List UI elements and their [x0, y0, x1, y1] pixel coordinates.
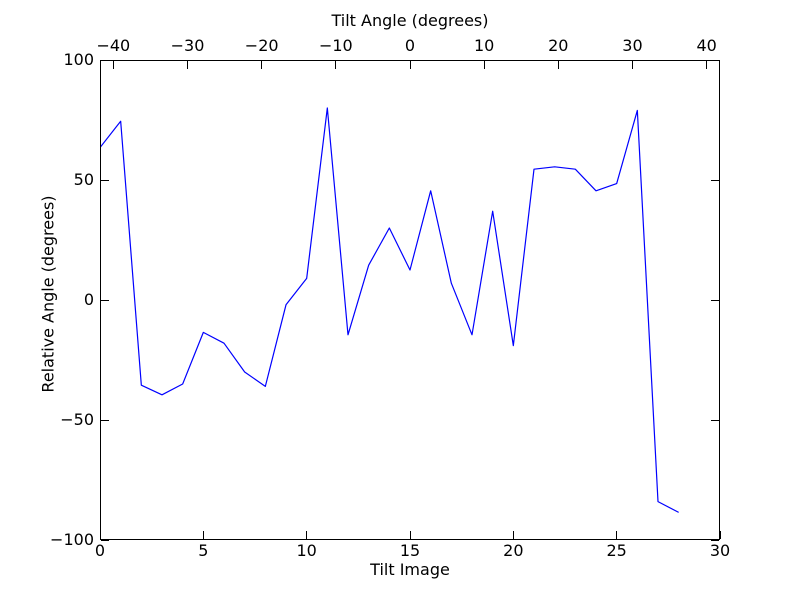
x-tick-label-top: −20	[244, 36, 279, 55]
x-tick-label-top: −30	[170, 36, 205, 55]
x-tick-top	[631, 61, 633, 69]
y-tick-label-left: 0	[83, 290, 94, 309]
x-tick-label-top: −40	[96, 36, 131, 55]
x-tick-bottom	[202, 531, 204, 539]
x-tick-top	[187, 61, 188, 69]
y-tick-right	[711, 299, 719, 301]
x-tick-bottom	[99, 531, 101, 539]
x-tick-top	[706, 61, 708, 69]
x-tick-label-bottom: 15	[399, 541, 421, 560]
x-tick-bottom	[306, 531, 308, 539]
x-tick-label-bottom: 30	[709, 541, 731, 560]
x-tick-label-top: 0	[404, 36, 416, 55]
y-tick-left	[101, 179, 109, 181]
x-tick-top	[483, 61, 485, 69]
y-tick-right	[711, 59, 719, 61]
x-tick-label-bottom: 0	[94, 541, 106, 560]
x-tick-top	[409, 61, 411, 69]
x-tick-label-bottom: 25	[606, 541, 627, 560]
x-tick-label-bottom: 10	[296, 541, 317, 560]
y-tick-right	[711, 539, 719, 541]
x-tick-label-top: 20	[548, 36, 569, 55]
x-tick-bottom	[512, 531, 514, 539]
x-tick-bottom	[409, 531, 411, 539]
x-tick-bottom	[719, 531, 721, 539]
x-tick-label-top: 30	[622, 36, 643, 55]
x-tick-top	[112, 61, 114, 69]
x-tick-label-top: 10	[473, 36, 495, 55]
x-tick-top	[261, 61, 263, 69]
line-chart-canvas	[101, 107, 679, 513]
y-tick-label-left: −50	[60, 410, 94, 429]
x-tick-label-bottom: 20	[503, 541, 524, 560]
x-tick-label-top: 40	[696, 36, 717, 55]
x-tick-label-top: −10	[318, 36, 353, 55]
top-axis-label: Tilt Angle (degrees)	[331, 11, 489, 30]
bottom-axis-label: Tilt Image	[370, 560, 450, 579]
plot-area	[100, 60, 720, 540]
y-tick-right	[711, 419, 719, 421]
y-tick-left	[101, 539, 109, 541]
y-tick-left	[101, 59, 109, 61]
x-tick-top	[335, 61, 337, 69]
y-tick-left	[101, 419, 109, 421]
y-tick-label-left: 100	[63, 50, 94, 69]
y-tick-label-left: 50	[73, 170, 94, 189]
y-tick-left	[101, 299, 109, 301]
y-tick-right	[711, 179, 719, 181]
y-tick-label-left: −100	[50, 530, 94, 549]
data-line	[101, 107, 679, 513]
x-tick-bottom	[616, 531, 618, 539]
x-tick-top	[557, 61, 559, 69]
x-tick-label-bottom: 5	[198, 541, 209, 560]
